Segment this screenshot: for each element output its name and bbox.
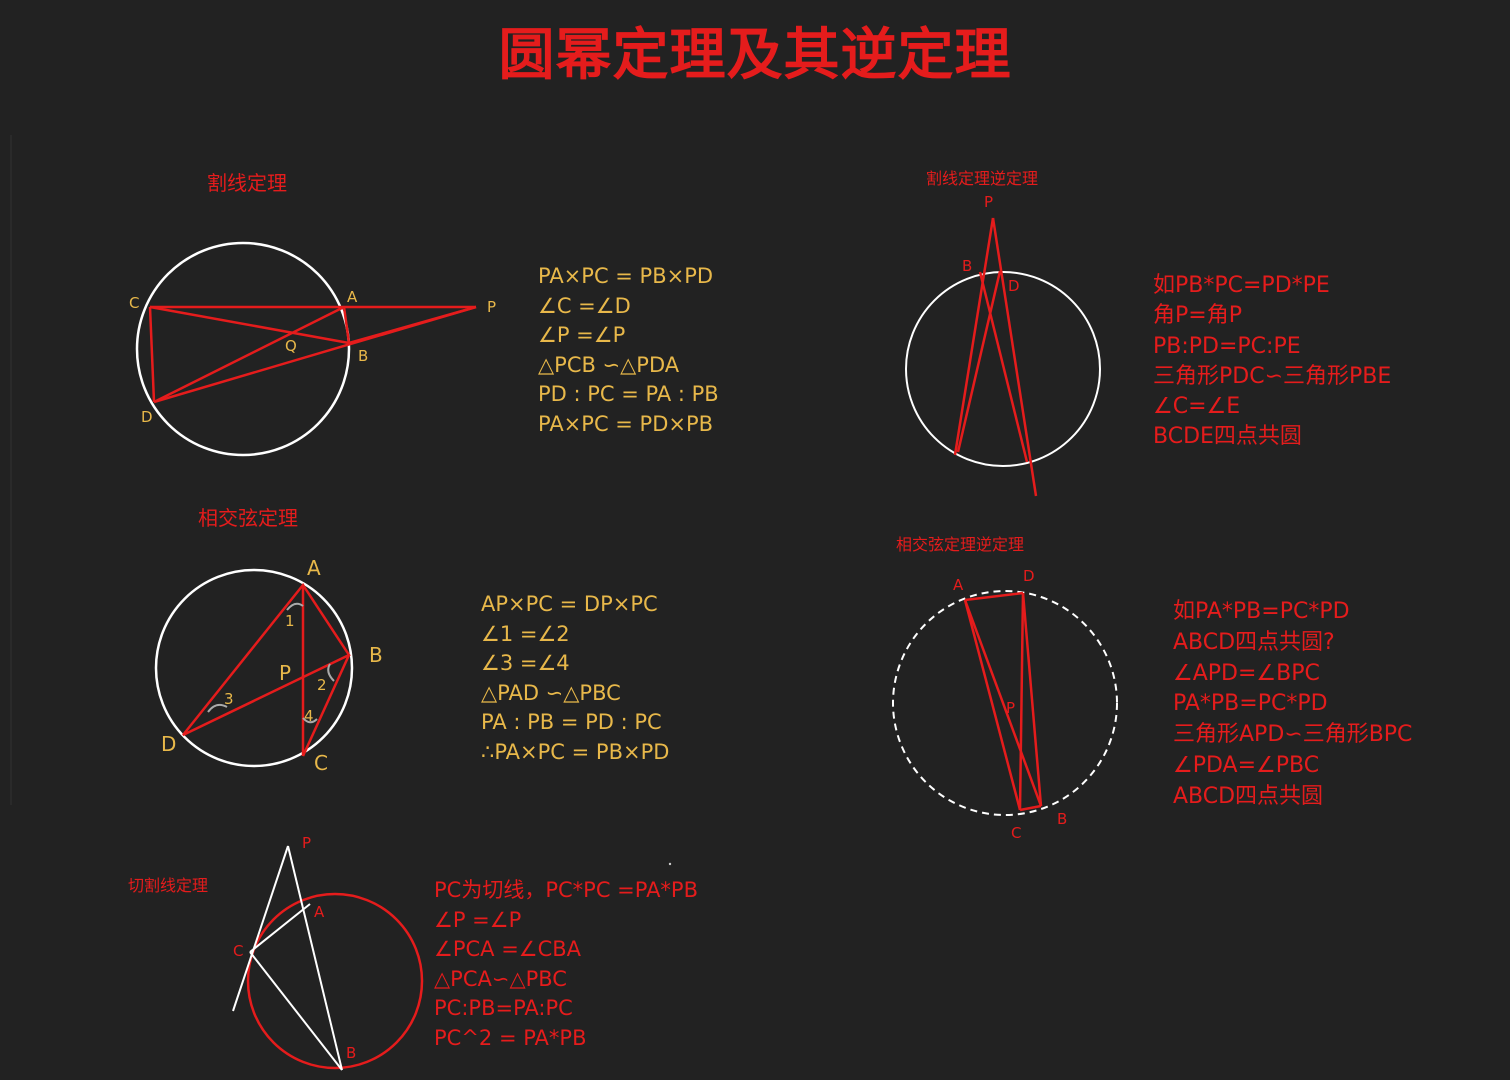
point-label: C — [1011, 824, 1021, 842]
proof-line: PA : PB = PD : PC — [481, 710, 662, 735]
proof-line: PB:PD=PC:PE — [1153, 333, 1301, 359]
proof-line: △PCB ∽△PDA — [538, 352, 680, 377]
proof-line: BCDE四点共圆 — [1153, 424, 1302, 450]
proof-line: △PAD ∽△PBC — [481, 680, 621, 705]
point-label: B — [1057, 810, 1067, 828]
proof-line: ∠C =∠D — [538, 293, 631, 318]
proof-line: ∠P =∠P — [434, 907, 522, 932]
angle-label: 2 — [317, 676, 327, 694]
point-label: P — [487, 298, 496, 316]
point-label: P — [984, 193, 993, 211]
proof-line: PA×PC = PB×PD — [538, 264, 714, 288]
point-label: B — [346, 1044, 356, 1062]
secant-converse-proof-text: 如PB*PC=PD*PE 角P=角P PB:PD=PC:PE 三角形PDC∽三角… — [1153, 271, 1391, 453]
proof-line: 如PA*PB=PC*PD — [1173, 599, 1350, 624]
proof-line: ∴PA×PC = PB×PD — [481, 739, 670, 764]
proof-line: ∠C=∠E — [1153, 394, 1241, 420]
point-label: Q — [285, 337, 297, 355]
point-label: A — [307, 556, 321, 580]
secant-converse-diagram: P B D — [905, 193, 1101, 497]
proof-line: PA×PC = PD×PB — [538, 411, 714, 436]
point-label: C — [314, 751, 328, 775]
point-label: P — [1006, 699, 1015, 717]
proof-line: 角P=角P — [1153, 303, 1242, 329]
proof-line: ∠PCA =∠CBA — [434, 937, 582, 962]
proof-line: ∠P =∠P — [538, 323, 626, 348]
proof-line: PA*PB=PC*PD — [1173, 691, 1328, 717]
tangent-theorem-title: 切割线定理 — [128, 876, 209, 895]
proof-line: PD : PC = PA : PB — [538, 382, 719, 407]
secant-proof-text: PA×PC = PB×PD ∠C =∠D ∠P =∠P △PCB ∽△PDA P… — [538, 262, 719, 440]
point-label: C — [233, 942, 243, 960]
point-label: D — [1008, 277, 1020, 295]
secant-diagram: C A P Q B D — [129, 241, 496, 457]
point-label: D — [161, 732, 176, 756]
proof-line: ABCD四点共圆? — [1173, 629, 1335, 655]
proof-line: PC^2 = PA*PB — [434, 1025, 587, 1050]
point-label: A — [314, 903, 325, 921]
proof-line: PC为切线，PC*PC =PA*PB — [434, 878, 699, 902]
point-label: D — [141, 408, 153, 426]
point-label: A — [953, 576, 964, 594]
proof-line: AP×PC = DP×PC — [481, 592, 658, 616]
angle-label: 4 — [304, 707, 314, 725]
angle-label: 3 — [224, 690, 234, 708]
point-label: P — [302, 834, 311, 852]
proof-line: ABCD四点共圆 — [1173, 783, 1324, 809]
page-title: 圆幂定理及其逆定理 — [498, 23, 1012, 88]
secant-converse-title: 割线定理逆定理 — [926, 169, 1039, 188]
chord-proof-text: AP×PC = DP×PC ∠1 =∠2 ∠3 =∠4 △PAD ∽△PBC P… — [481, 590, 669, 768]
proof-line: ∠3 =∠4 — [481, 651, 570, 676]
chord-diagram: A B C D P 1 2 3 4 — [154, 556, 383, 775]
chord-converse-diagram: A D P C B — [892, 567, 1118, 842]
proof-line: ∠APD=∠BPC — [1173, 660, 1320, 686]
chord-theorem-title: 相交弦定理 — [198, 506, 298, 530]
proof-line: 如PB*PC=PD*PE — [1153, 273, 1330, 298]
point-label: A — [347, 288, 358, 306]
proof-line: ∠PDA=∠PBC — [1173, 752, 1320, 778]
secant-theorem-title: 割线定理 — [207, 171, 287, 195]
proof-line: 三角形APD∽三角形BPC — [1173, 722, 1413, 748]
point-label: P — [279, 661, 291, 685]
point-label: B — [962, 257, 972, 275]
proof-line: PC:PB=PA:PC — [434, 996, 573, 1021]
angle-label: 1 — [285, 612, 295, 630]
point-label: B — [358, 347, 368, 365]
chord-converse-proof-text: 如PA*PB=PC*PD ABCD四点共圆? ∠APD=∠BPC PA*PB=P… — [1173, 597, 1412, 813]
proof-line: 三角形PDC∽三角形PBE — [1153, 363, 1392, 389]
point-label: B — [369, 643, 383, 667]
point-label: D — [1023, 567, 1035, 585]
proof-line: ∠1 =∠2 — [481, 621, 570, 646]
proof-line: △PCA∽△PBC — [434, 966, 567, 991]
chord-converse-title: 相交弦定理逆定理 — [896, 535, 1025, 554]
point-label: C — [129, 294, 139, 312]
tangent-proof-text: PC为切线，PC*PC =PA*PB ∠P =∠P ∠PCA =∠CBA △PC… — [434, 876, 698, 1054]
tangent-diagram: P A C B — [232, 834, 424, 1071]
